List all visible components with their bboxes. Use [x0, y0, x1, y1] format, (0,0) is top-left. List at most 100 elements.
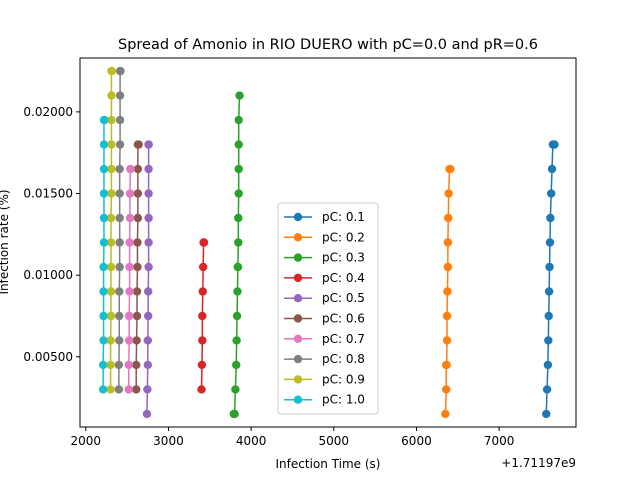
data-point — [106, 360, 115, 370]
data-point — [100, 115, 109, 125]
series-3 — [229, 91, 244, 419]
data-point — [114, 360, 124, 370]
data-point — [443, 287, 452, 296]
data-point — [98, 385, 108, 394]
x-tick-label: 3000 — [153, 434, 184, 448]
legend-item: pC: 0.2 — [284, 230, 365, 244]
data-point — [133, 189, 143, 198]
data-point — [106, 287, 116, 296]
series-8 — [114, 66, 125, 394]
data-point — [442, 360, 451, 370]
legend-marker — [293, 212, 303, 222]
data-point — [99, 213, 109, 223]
data-point — [132, 385, 141, 394]
legend-label: pC: 0.7 — [322, 332, 365, 346]
y-axis-label: Infection rate (%) — [0, 189, 11, 294]
x-tick-label: 7000 — [484, 434, 515, 448]
data-point — [234, 140, 243, 149]
data-point — [233, 262, 243, 272]
data-point — [107, 91, 116, 100]
series-4 — [197, 238, 209, 394]
data-point — [133, 213, 143, 223]
data-point — [115, 311, 124, 321]
data-point — [233, 287, 242, 296]
data-point — [197, 360, 207, 370]
x-tick-label: 5000 — [319, 434, 350, 448]
x-axis-label: Infection Time (s) — [276, 457, 381, 471]
data-point — [133, 164, 143, 174]
data-point — [446, 164, 455, 174]
legend-label: pC: 0.6 — [322, 312, 365, 326]
data-point — [106, 262, 116, 272]
data-point — [115, 213, 124, 223]
data-point — [442, 336, 452, 345]
legend-label: pC: 0.8 — [322, 352, 365, 366]
legend-marker — [293, 314, 303, 323]
data-point — [444, 189, 453, 198]
data-point — [144, 213, 153, 223]
data-point — [98, 360, 108, 370]
data-point — [544, 311, 553, 321]
data-point — [99, 262, 108, 272]
data-point — [99, 189, 109, 198]
legend-item: pC: 0.3 — [284, 251, 365, 265]
data-point — [144, 189, 153, 198]
data-point — [99, 311, 108, 321]
data-point — [115, 262, 124, 272]
data-point — [545, 238, 555, 247]
legend-item: pC: 0.8 — [284, 352, 365, 366]
data-point — [144, 311, 153, 321]
data-point — [144, 238, 153, 247]
legend-marker — [293, 395, 303, 404]
y-axis: 0.00500 0.01000 0.01500 0.02000 — [23, 105, 80, 364]
x-tick-label: 6000 — [401, 434, 432, 448]
data-point — [144, 287, 153, 296]
data-point — [99, 238, 109, 247]
data-point — [442, 385, 451, 394]
legend-label: pC: 0.1 — [322, 210, 365, 224]
data-point — [234, 115, 243, 125]
data-point — [198, 311, 207, 321]
legend-item: pC: 0.5 — [284, 291, 365, 305]
series-7 — [124, 164, 135, 394]
data-point — [544, 336, 553, 345]
data-point — [106, 385, 115, 394]
x-tick-label: 2000 — [71, 434, 102, 448]
data-point — [132, 336, 141, 345]
legend-item: pC: 0.4 — [284, 271, 365, 285]
data-point — [443, 238, 453, 247]
data-point — [143, 360, 152, 370]
data-point — [235, 91, 244, 100]
data-point — [125, 262, 134, 272]
data-point — [442, 311, 452, 321]
data-point — [542, 385, 552, 394]
data-point — [231, 385, 240, 394]
data-point — [234, 213, 243, 223]
data-point — [232, 336, 241, 345]
data-point — [115, 189, 124, 198]
data-point — [107, 115, 116, 125]
legend-label: pC: 0.5 — [322, 291, 365, 305]
data-point — [133, 238, 142, 247]
data-point — [198, 287, 207, 296]
legend-marker — [293, 233, 303, 242]
data-point — [115, 115, 125, 125]
data-point — [125, 189, 135, 198]
y-tick-label: 0.01500 — [23, 187, 73, 201]
data-point — [116, 66, 125, 76]
data-point — [115, 164, 124, 174]
data-point — [232, 311, 242, 321]
legend-marker — [293, 273, 303, 283]
data-point — [545, 262, 554, 272]
data-point — [107, 189, 116, 198]
data-point — [107, 66, 117, 76]
data-point — [115, 336, 124, 345]
data-point — [107, 140, 116, 149]
data-point — [99, 164, 109, 174]
legend-label: pC: 0.4 — [322, 271, 365, 285]
data-point — [124, 360, 133, 370]
data-point — [125, 287, 134, 296]
legend-box — [277, 202, 379, 415]
data-point — [143, 336, 152, 345]
